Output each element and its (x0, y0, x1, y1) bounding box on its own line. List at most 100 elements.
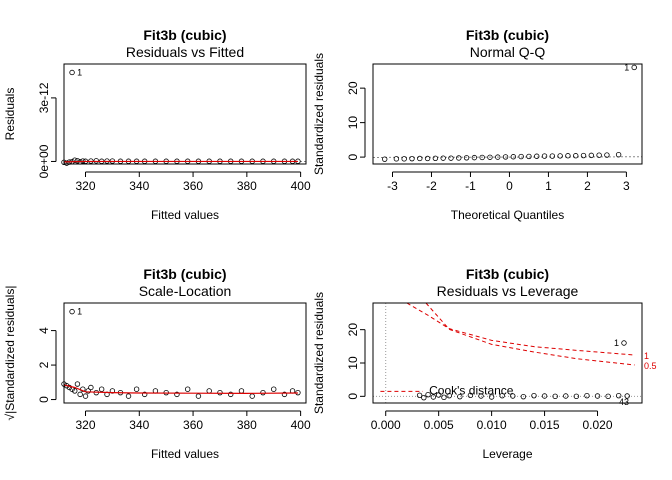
outlier-label: 1 (77, 307, 82, 317)
data-point (594, 393, 601, 399)
data-point (228, 391, 234, 398)
panel-subtitle: Residuals vs Leverage (437, 283, 579, 299)
data-point (401, 156, 407, 162)
data-point (518, 153, 524, 160)
panel-subtitle: Residuals vs Fitted (126, 44, 244, 60)
x-tick-label: -2 (426, 179, 437, 193)
data-point (604, 152, 610, 158)
x-tick-label: -3 (387, 179, 398, 193)
y-axis-label: Standardized residuals (312, 292, 326, 414)
data-point (206, 388, 212, 394)
x-tick-label: 320 (75, 179, 95, 193)
x-axis-label: Fitted values (151, 447, 219, 461)
outlier-point (69, 308, 75, 315)
x-tick-label: 2 (584, 179, 591, 193)
smooth-line (63, 384, 298, 394)
x-axis-label: Leverage (482, 447, 532, 461)
data-point (479, 154, 485, 161)
cooks-contour-1 (406, 302, 635, 356)
data-point (416, 392, 423, 399)
data-point (457, 393, 463, 400)
y-tick-label: 2 (37, 361, 51, 368)
data-point (488, 394, 495, 400)
plot-frame (63, 302, 307, 404)
y-tick-label: 0 (346, 153, 360, 160)
data-point (510, 393, 516, 399)
panel-title: Fit3b (cubic) (143, 266, 226, 282)
x-tick-label: 380 (237, 179, 257, 193)
data-point (541, 153, 548, 159)
data-point (580, 152, 587, 159)
data-point (421, 394, 427, 401)
data-point (471, 154, 478, 161)
outlier-point (621, 340, 627, 346)
y-tick-label: 10 (346, 116, 360, 130)
x-tick-label: 0 (506, 179, 513, 193)
data-point (430, 394, 437, 400)
data-point (141, 391, 148, 398)
outlier-point (631, 64, 637, 71)
data-point (563, 393, 569, 399)
data-point (446, 392, 452, 399)
x-axis-label: Theoretical Quantiles (451, 208, 564, 222)
data-point (520, 393, 527, 400)
data-point (557, 153, 563, 159)
data-point (534, 153, 540, 159)
cooks-label-0-5: 0.5 (644, 361, 657, 371)
y-tick-label: 20 (346, 323, 360, 337)
plot-frame (372, 302, 643, 404)
data-point (456, 155, 462, 161)
panel-title: Fit3b (cubic) (466, 266, 549, 282)
x-tick-label: 340 (129, 179, 149, 193)
data-point (425, 391, 431, 398)
x-tick-label: 380 (237, 418, 257, 432)
data-point (393, 156, 400, 162)
x-tick-label: 1 (545, 179, 552, 193)
x-axis-label: Fitted values (151, 208, 219, 222)
panel-title: Fit3b (cubic) (466, 27, 549, 43)
y-axis-label: Standardized residuals (312, 53, 326, 175)
panel-subtitle: Normal Q-Q (470, 44, 546, 60)
data-point (72, 388, 78, 394)
data-point (605, 393, 611, 400)
outlier-label: 1 (624, 62, 629, 72)
data-point (531, 392, 537, 399)
data-point (66, 384, 73, 391)
data-point (238, 388, 245, 394)
data-point (435, 392, 442, 398)
data-point (74, 158, 81, 164)
data-point (381, 156, 388, 162)
data-point (417, 155, 423, 162)
data-point (432, 155, 439, 162)
x-tick-label: 320 (75, 418, 95, 432)
cooks-label-1: 1 (644, 351, 649, 361)
data-point (77, 391, 83, 398)
outlier-point (69, 69, 75, 76)
y-tick-label: 0 (37, 396, 51, 403)
data-point (478, 393, 484, 399)
data-point (441, 394, 447, 401)
data-point (74, 381, 81, 387)
data-point (573, 393, 580, 400)
data-point (615, 151, 622, 158)
data-point (584, 392, 590, 399)
data-point (72, 157, 78, 163)
data-point (541, 393, 548, 399)
data-point (502, 154, 509, 160)
cooks-distance-legend: Cook's distance (429, 383, 514, 397)
data-point (85, 388, 91, 394)
x-tick-label: 0.015 (530, 418, 560, 432)
data-point (271, 386, 277, 392)
data-point (88, 384, 94, 391)
data-point (195, 393, 202, 399)
cooks-contour-0-5 (425, 302, 635, 366)
y-tick-label: 20 (346, 81, 360, 95)
data-point (596, 152, 602, 158)
x-tick-label: -1 (465, 179, 476, 193)
y-tick-label: 0 (346, 393, 360, 400)
x-tick-label: 0.020 (583, 418, 613, 432)
y-tick-label: 3e-12 (37, 82, 51, 113)
panel-title: Fit3b (cubic) (143, 27, 226, 43)
y-tick-label: 0e+00 (37, 144, 51, 178)
